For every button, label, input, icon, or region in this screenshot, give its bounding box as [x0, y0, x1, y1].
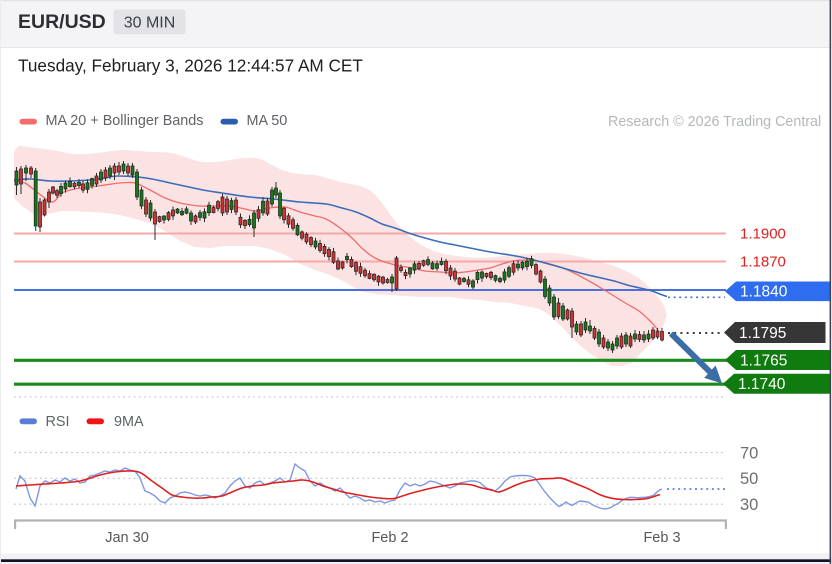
svg-text:Research © 2026 Trading Centra: Research © 2026 Trading Central — [608, 114, 821, 130]
svg-text:Feb 3: Feb 3 — [643, 530, 680, 546]
svg-text:Jan 30: Jan 30 — [105, 530, 149, 546]
svg-text:MA 20 + Bollinger Bands: MA 20 + Bollinger Bands — [46, 113, 204, 129]
svg-text:Tuesday, February 3, 2026 12:4: Tuesday, February 3, 2026 12:44:57 AM CE… — [18, 56, 363, 76]
svg-text:1.1870: 1.1870 — [740, 254, 786, 271]
svg-text:Feb 2: Feb 2 — [371, 530, 408, 546]
svg-text:70: 70 — [740, 444, 758, 462]
svg-text:1.1795: 1.1795 — [739, 325, 786, 342]
svg-text:MA 50: MA 50 — [247, 113, 288, 129]
svg-text:EUR/USD: EUR/USD — [18, 11, 106, 33]
svg-text:30: 30 — [740, 496, 758, 514]
svg-text:1.1765: 1.1765 — [740, 352, 787, 369]
svg-text:9MA: 9MA — [114, 414, 144, 430]
svg-text:RSI: RSI — [46, 414, 70, 430]
svg-text:1.1900: 1.1900 — [740, 226, 786, 243]
svg-text:1.1840: 1.1840 — [740, 284, 788, 301]
svg-text:1.1740: 1.1740 — [738, 376, 786, 393]
svg-text:30 MIN: 30 MIN — [124, 15, 176, 32]
svg-text:50: 50 — [740, 470, 758, 488]
